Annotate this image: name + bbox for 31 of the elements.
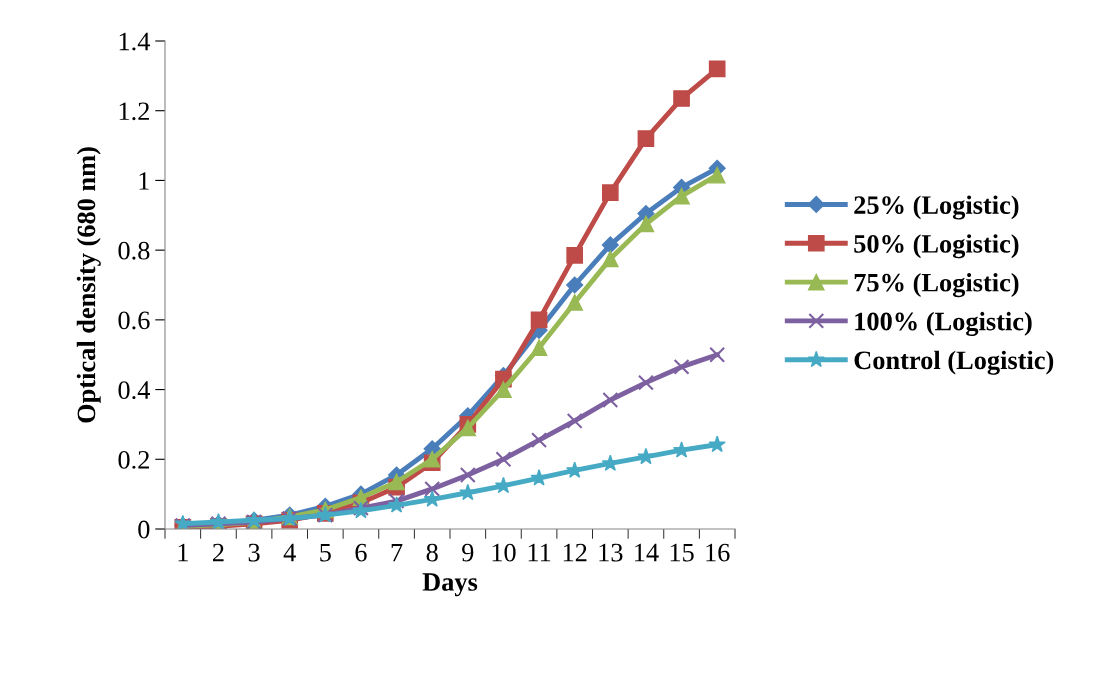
x-tick-label: 6 [355, 543, 367, 562]
legend-label: 100% (Logistic) [855, 311, 1032, 336]
y-tick-label: 0.4 [118, 381, 150, 400]
x-tick-label: 15 [670, 543, 694, 562]
legend-label: 25% (Logistic) [854, 195, 1019, 220]
x-tick-label: 3 [248, 543, 260, 562]
y-tick-label: 0.8 [118, 241, 150, 260]
x-axis-title: Days [422, 573, 478, 597]
x-tick-label: 8 [426, 543, 438, 562]
y-axis-title: Optical density (680 nm) [76, 147, 101, 423]
y-tick-label: 1 [139, 172, 149, 190]
x-tick-label: 14 [635, 543, 659, 562]
y-tick-label: 0 [138, 520, 150, 539]
x-tick-label: 5 [320, 543, 331, 562]
x-tick-label: 2 [213, 543, 224, 562]
x-tick-label: 16 [706, 543, 730, 562]
x-tick-label: 1 [178, 543, 188, 562]
y-tick-label: 1.4 [119, 32, 150, 51]
y-tick-label: 0.6 [118, 311, 150, 330]
legend-label: Control (Logistic) [854, 350, 1054, 375]
x-tick-label: 12 [563, 543, 587, 562]
x-tick-label: 11 [528, 543, 551, 562]
x-tick-label: 13 [599, 543, 623, 562]
legend-label: 75% (Logistic) [854, 273, 1019, 298]
y-tick-label: 1.2 [119, 102, 149, 121]
y-tick-label: 0.2 [118, 450, 149, 469]
x-tick-label: 7 [391, 543, 403, 562]
x-tick-label: 10 [492, 543, 516, 562]
legend-label: 50% (Logistic) [854, 234, 1019, 259]
x-tick-label: 9 [462, 543, 474, 562]
x-tick-label: 4 [283, 543, 296, 562]
